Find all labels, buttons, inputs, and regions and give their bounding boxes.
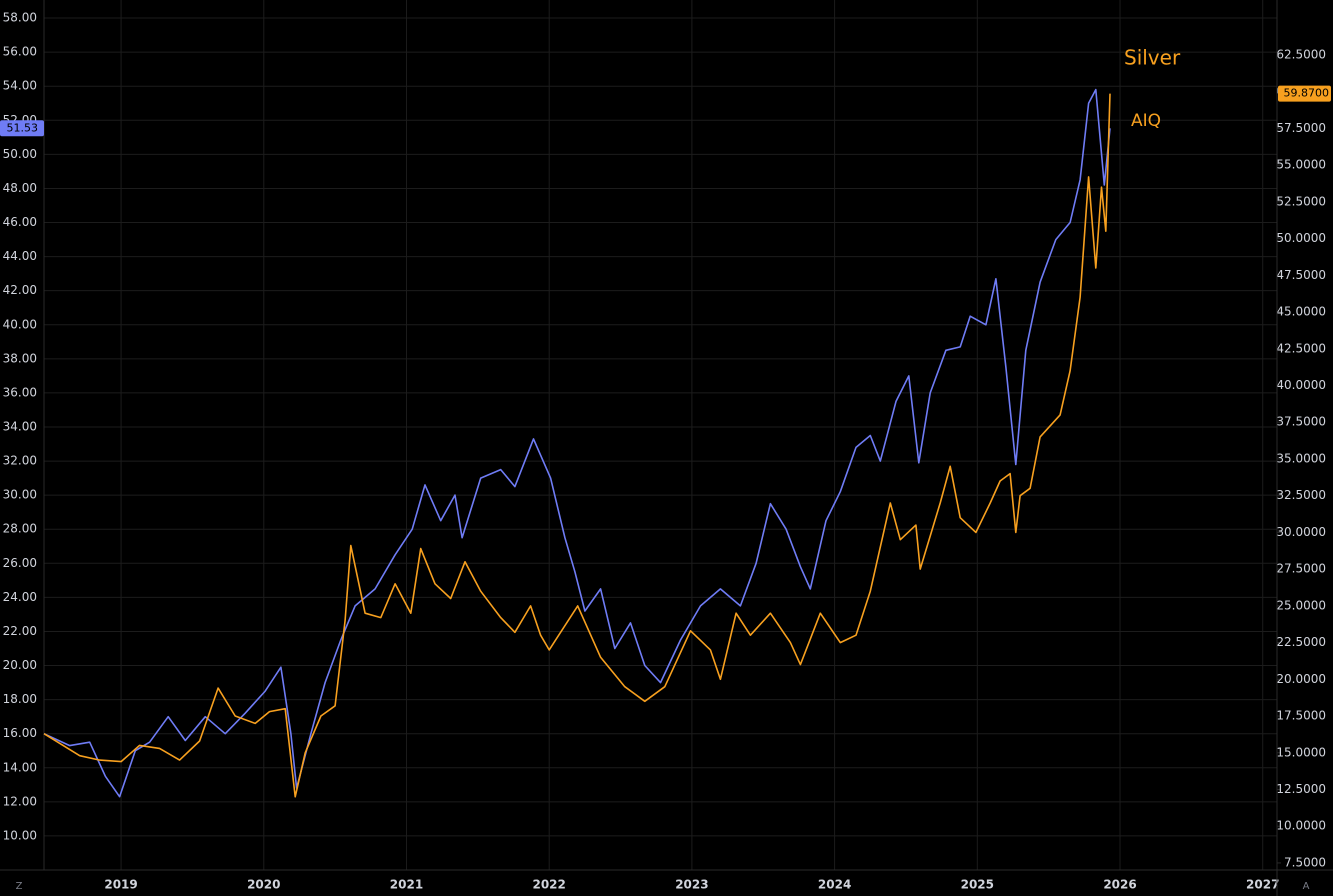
y-tick-label: 46.00 [3, 215, 37, 229]
y2-tick-label: 17.5000 [1276, 709, 1326, 723]
y2-tick-label: 62.5000 [1276, 47, 1326, 61]
x-tick-label: 2025 [961, 878, 994, 892]
y2-tick-label: 42.5000 [1276, 341, 1326, 355]
y2-tick-label: 50.0000 [1276, 231, 1326, 245]
y2-tick-label: 22.5000 [1276, 635, 1326, 649]
y2-tick-label: 52.5000 [1276, 194, 1326, 208]
y2-tick-label: 37.5000 [1276, 415, 1326, 429]
y-tick-label: 42.00 [3, 283, 37, 297]
y-tick-label: 54.00 [3, 79, 37, 93]
y2-tick-label: 15.0000 [1276, 745, 1326, 759]
y-tick-label: 38.00 [3, 351, 37, 365]
y-tick-label: 40.00 [3, 317, 37, 331]
y-tick-label: 48.00 [3, 181, 37, 195]
y-tick-label: 32.00 [3, 454, 37, 468]
series-name: Silver [1124, 46, 1181, 70]
y-tick-label: 24.00 [3, 590, 37, 604]
control-button[interactable]: A [1303, 881, 1310, 892]
y2-tick-label: 45.0000 [1276, 305, 1326, 319]
y-tick-label: 58.00 [3, 11, 37, 25]
last-value-label: 51.53 [7, 121, 39, 134]
y2-tick-label: 57.5000 [1276, 121, 1326, 135]
y2-tick-label: 30.0000 [1276, 525, 1326, 539]
y-tick-label: 14.00 [3, 760, 37, 774]
y-tick-label: 22.00 [3, 624, 37, 638]
x-tick-label: 2022 [532, 878, 565, 892]
y-tick-label: 56.00 [3, 45, 37, 59]
y2-tick-label: 47.5000 [1276, 268, 1326, 282]
y-tick-label: 28.00 [3, 522, 37, 536]
last-value-badge [1278, 85, 1331, 102]
series-line [43, 93, 1111, 798]
x-tick-label: 2020 [247, 878, 280, 892]
x-tick-label: 2019 [104, 878, 137, 892]
series-name: AIQ [1131, 111, 1161, 131]
x-tick-label: 2027 [1246, 878, 1279, 892]
y-tick-label: 20.00 [3, 658, 37, 672]
control-button[interactable]: Z [16, 881, 23, 892]
y-tick-label: 36.00 [3, 385, 37, 399]
x-tick-label: 2023 [675, 878, 708, 892]
y2-tick-label: 20.0000 [1276, 672, 1326, 686]
y-tick-label: 26.00 [3, 556, 37, 570]
y2-tick-label: 55.0000 [1276, 158, 1326, 172]
y-tick-label: 30.00 [3, 488, 37, 502]
y2-tick-label: 35.0000 [1276, 451, 1326, 465]
series-line [43, 88, 1111, 798]
x-tick-label: 2024 [818, 878, 851, 892]
y2-tick-label: 27.5000 [1276, 562, 1326, 576]
last-value-label: 59.8700 [1284, 87, 1330, 100]
y2-tick-label: 40.0000 [1276, 378, 1326, 392]
y-tick-label: 10.00 [3, 828, 37, 842]
y-tick-label: 50.00 [3, 147, 37, 161]
y-tick-label: 12.00 [3, 794, 37, 808]
y2-tick-label: 32.5000 [1276, 488, 1326, 502]
last-value-badge [0, 120, 44, 137]
y2-tick-label: 7.5000 [1284, 855, 1326, 869]
y-tick-label: 16.00 [3, 726, 37, 740]
y2-tick-label: 12.5000 [1276, 782, 1326, 796]
x-tick-label: 2021 [390, 878, 423, 892]
y2-tick-label: 10.0000 [1276, 819, 1326, 833]
y2-tick-label: 25.0000 [1276, 598, 1326, 612]
y-tick-label: 34.00 [3, 419, 37, 433]
x-tick-label: 2026 [1103, 878, 1136, 892]
y-tick-label: 44.00 [3, 249, 37, 263]
y-tick-label: 18.00 [3, 692, 37, 706]
